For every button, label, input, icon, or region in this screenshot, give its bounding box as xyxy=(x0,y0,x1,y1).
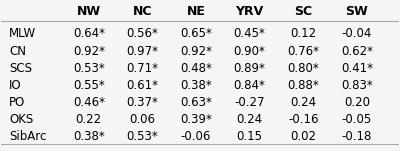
Text: 0.89*: 0.89* xyxy=(234,62,266,75)
Text: 0.12: 0.12 xyxy=(290,27,316,40)
Text: YRV: YRV xyxy=(236,5,264,18)
Text: 0.92*: 0.92* xyxy=(73,45,105,58)
Text: MLW: MLW xyxy=(9,27,36,40)
Text: 0.38*: 0.38* xyxy=(73,130,105,143)
Text: 0.97*: 0.97* xyxy=(126,45,158,58)
Text: 0.41*: 0.41* xyxy=(341,62,373,75)
Text: 0.80*: 0.80* xyxy=(288,62,319,75)
Text: SC: SC xyxy=(294,5,312,18)
Text: 0.06: 0.06 xyxy=(130,113,156,126)
Text: 0.83*: 0.83* xyxy=(341,79,373,92)
Text: 0.38*: 0.38* xyxy=(180,79,212,92)
Text: 0.48*: 0.48* xyxy=(180,62,212,75)
Text: 0.46*: 0.46* xyxy=(73,96,105,109)
Text: SibArc: SibArc xyxy=(9,130,47,143)
Text: 0.61*: 0.61* xyxy=(126,79,158,92)
Text: 0.22: 0.22 xyxy=(76,113,102,126)
Text: 0.02: 0.02 xyxy=(290,130,316,143)
Text: 0.37*: 0.37* xyxy=(126,96,158,109)
Text: 0.24: 0.24 xyxy=(290,96,316,109)
Text: 0.76*: 0.76* xyxy=(287,45,319,58)
Text: NC: NC xyxy=(133,5,152,18)
Text: NW: NW xyxy=(77,5,101,18)
Text: 0.55*: 0.55* xyxy=(73,79,105,92)
Text: -0.16: -0.16 xyxy=(288,113,318,126)
Text: 0.88*: 0.88* xyxy=(288,79,319,92)
Text: -0.05: -0.05 xyxy=(342,113,372,126)
Text: CN: CN xyxy=(9,45,26,58)
Text: 0.92*: 0.92* xyxy=(180,45,212,58)
Text: 0.63*: 0.63* xyxy=(180,96,212,109)
Text: 0.39*: 0.39* xyxy=(180,113,212,126)
Text: -0.04: -0.04 xyxy=(342,27,372,40)
Text: 0.71*: 0.71* xyxy=(126,62,158,75)
Text: 0.15: 0.15 xyxy=(237,130,263,143)
Text: -0.27: -0.27 xyxy=(234,96,265,109)
Text: 0.53*: 0.53* xyxy=(73,62,105,75)
Text: 0.20: 0.20 xyxy=(344,96,370,109)
Text: 0.24: 0.24 xyxy=(236,113,263,126)
Text: 0.90*: 0.90* xyxy=(234,45,266,58)
Text: 0.65*: 0.65* xyxy=(180,27,212,40)
Text: OKS: OKS xyxy=(9,113,34,126)
Text: 0.45*: 0.45* xyxy=(234,27,266,40)
Text: SCS: SCS xyxy=(9,62,32,75)
Text: PO: PO xyxy=(9,96,26,109)
Text: IO: IO xyxy=(9,79,22,92)
Text: -0.18: -0.18 xyxy=(342,130,372,143)
Text: 0.56*: 0.56* xyxy=(126,27,158,40)
Text: 0.64*: 0.64* xyxy=(73,27,105,40)
Text: 0.53*: 0.53* xyxy=(126,130,158,143)
Text: SW: SW xyxy=(346,5,368,18)
Text: NE: NE xyxy=(186,5,206,18)
Text: 0.84*: 0.84* xyxy=(234,79,266,92)
Text: 0.62*: 0.62* xyxy=(341,45,373,58)
Text: -0.06: -0.06 xyxy=(181,130,211,143)
